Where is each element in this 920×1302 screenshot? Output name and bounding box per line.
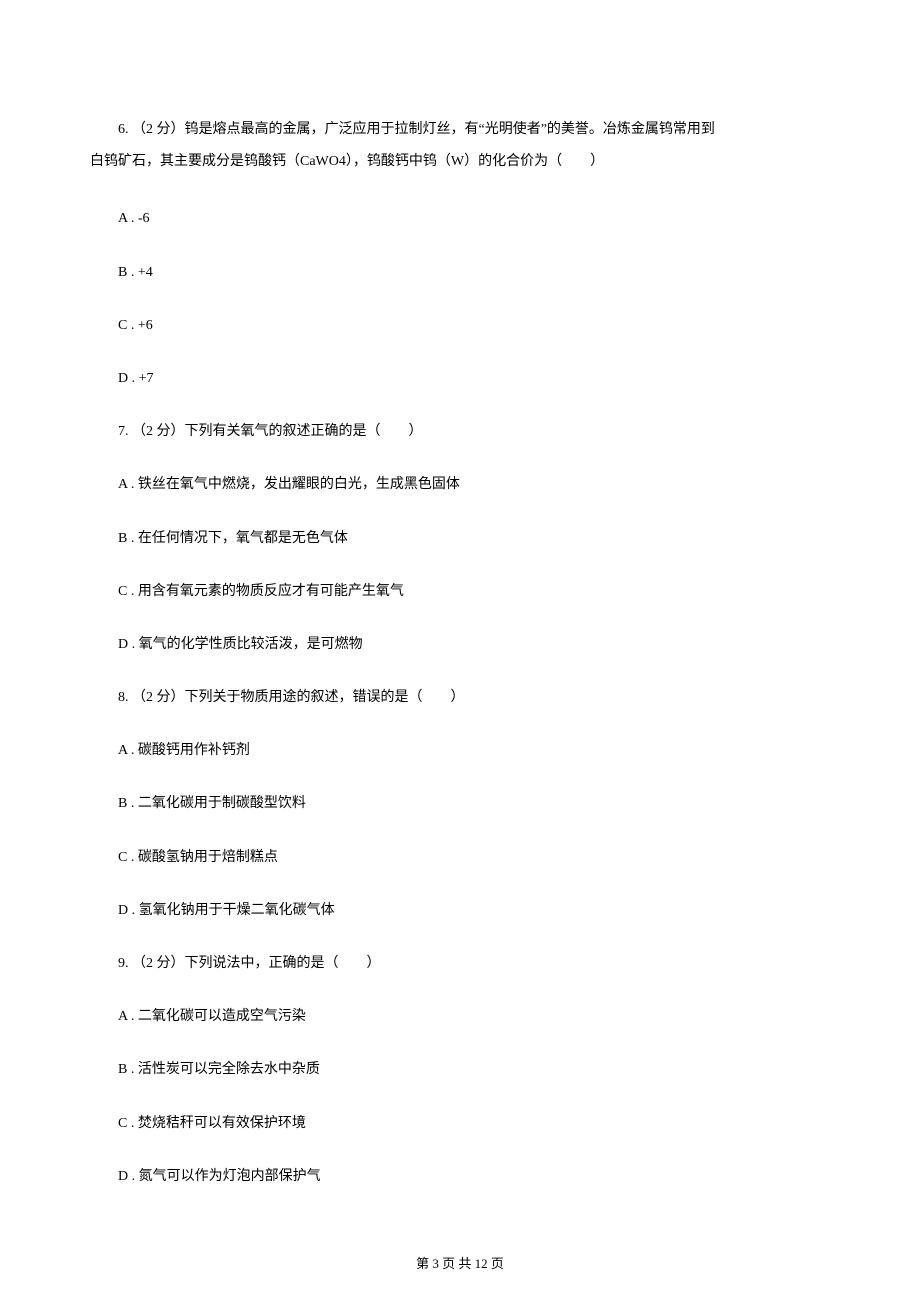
q8-option-d: D . 氢氧化钠用于干燥二氧化碳气体 <box>90 898 830 923</box>
q6-option-a: A . -6 <box>90 206 830 231</box>
q7-option-c: C . 用含有氧元素的物质反应才有可能产生氧气 <box>90 579 830 604</box>
q8-option-c: C . 碳酸氢钠用于焙制糕点 <box>90 845 830 870</box>
q8-option-b: B . 二氧化碳用于制碳酸型饮料 <box>90 791 830 816</box>
q8-option-a: A . 碳酸钙用作补钙剂 <box>90 738 830 763</box>
q9-option-d: D . 氮气可以作为灯泡内部保护气 <box>90 1164 830 1189</box>
q9-stem: 9. （2 分）下列说法中，正确的是（ ） <box>90 951 830 976</box>
q6-option-d: D . +7 <box>90 366 830 391</box>
q6-stem-line2: 白钨矿石，其主要成分是钨酸钙（CaWO4），钨酸钙中钨（W）的化合价为（ ） <box>90 146 830 178</box>
q8-stem: 8. （2 分）下列关于物质用途的叙述，错误的是（ ） <box>90 685 830 710</box>
q6-option-b: B . +4 <box>90 260 830 285</box>
q6-stem-block: 6. （2 分）钨是熔点最高的金属，广泛应用于拉制灯丝，有“光明使者”的美誉。冶… <box>90 114 830 178</box>
q7-stem: 7. （2 分）下列有关氧气的叙述正确的是（ ） <box>90 419 830 444</box>
q6-option-c: C . +6 <box>90 313 830 338</box>
q9-option-b: B . 活性炭可以完全除去水中杂质 <box>90 1057 830 1082</box>
q9-option-a: A . 二氧化碳可以造成空气污染 <box>90 1004 830 1029</box>
q7-option-b: B . 在任何情况下，氧气都是无色气体 <box>90 526 830 551</box>
q9-option-c: C . 焚烧秸秆可以有效保护环境 <box>90 1111 830 1136</box>
page-footer: 第 3 页 共 12 页 <box>0 1253 920 1272</box>
q7-option-a: A . 铁丝在氧气中燃烧，发出耀眼的白光，生成黑色固体 <box>90 472 830 497</box>
q7-option-d: D . 氧气的化学性质比较活泼，是可燃物 <box>90 632 830 657</box>
q6-stem-line1: 6. （2 分）钨是熔点最高的金属，广泛应用于拉制灯丝，有“光明使者”的美誉。冶… <box>90 114 830 146</box>
page-content: 6. （2 分）钨是熔点最高的金属，广泛应用于拉制灯丝，有“光明使者”的美誉。冶… <box>0 0 920 1189</box>
